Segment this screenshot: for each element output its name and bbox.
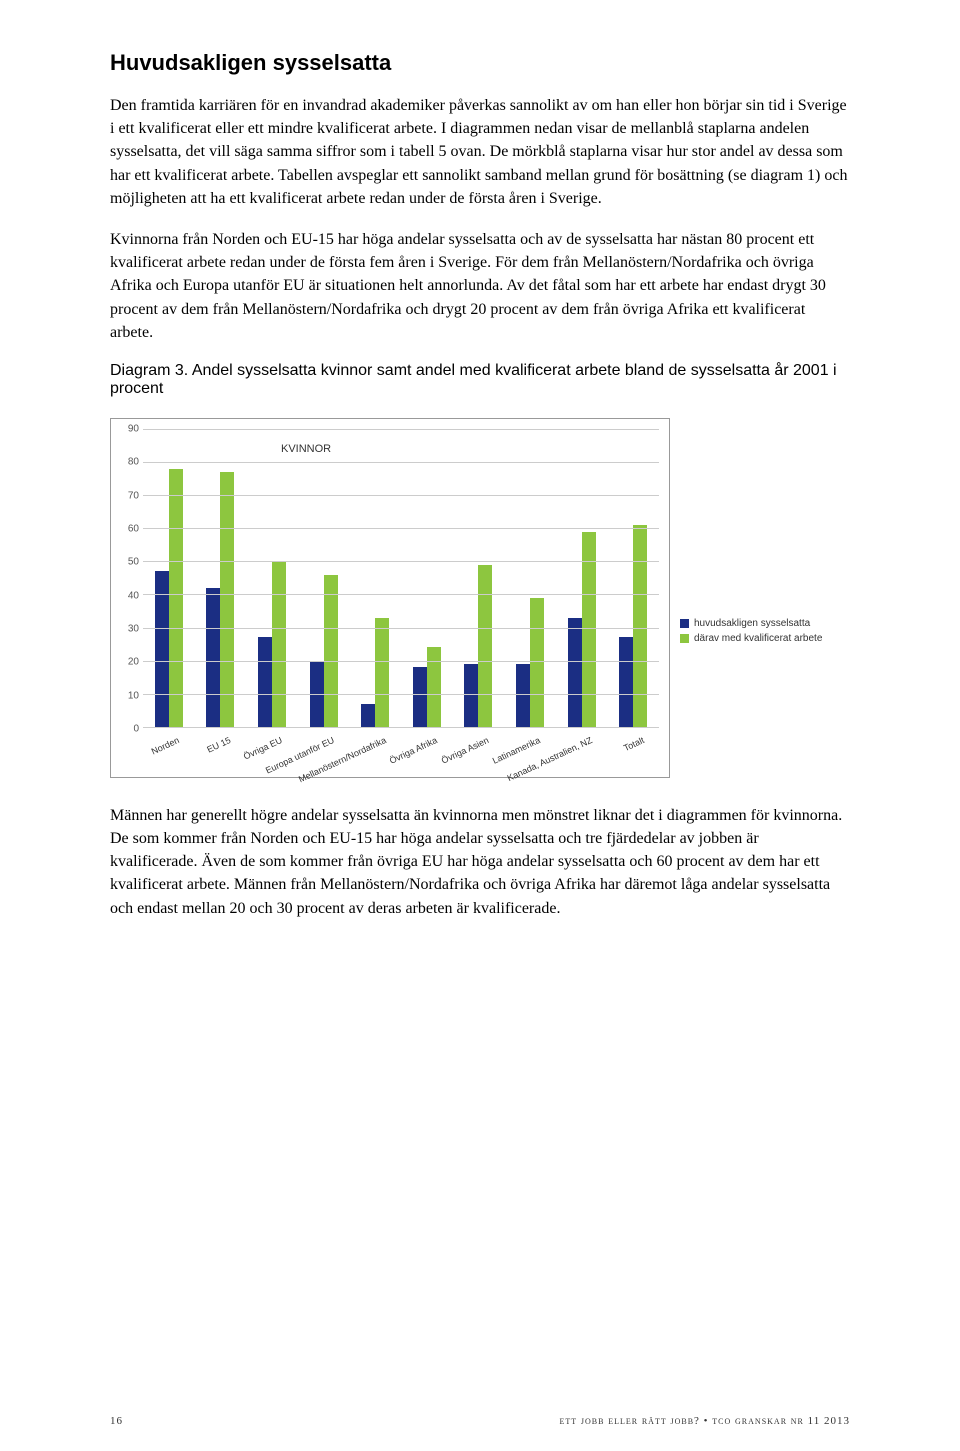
bar: [633, 525, 647, 727]
bar: [324, 575, 338, 727]
y-axis-label: 90: [117, 423, 139, 434]
chart-container: NordenEU 15Övriga EUEuropa utanför EUMel…: [110, 418, 850, 778]
paragraph-3: Männen har generellt högre andelar sysse…: [110, 804, 850, 920]
legend-label: därav med kvalificerat arbete: [694, 633, 822, 644]
y-axis-label: 80: [117, 457, 139, 468]
section-heading: Huvudsakligen sysselsatta: [110, 50, 850, 76]
x-axis-label: Övriga Asien: [440, 735, 490, 766]
gridline: [143, 694, 659, 695]
y-axis-label: 0: [117, 723, 139, 734]
gridline: [143, 495, 659, 496]
bar: [220, 472, 234, 727]
page-number: 16: [110, 1415, 123, 1427]
x-axis-label: Övriga Afrika: [388, 735, 439, 766]
bar: [375, 618, 389, 727]
bar-group: [504, 429, 556, 727]
bar: [464, 664, 478, 727]
bar-group: [453, 429, 505, 727]
x-axis-label: Totalt: [622, 735, 646, 753]
legend-row: huvudsakligen sysselsatta: [680, 618, 822, 629]
bar-group: [401, 429, 453, 727]
bar: [619, 637, 633, 726]
gridline: [143, 594, 659, 595]
bar: [530, 598, 544, 727]
bar: [427, 647, 441, 726]
footer-text: ett jobb eller rätt jobb? • tco granskar…: [559, 1415, 850, 1427]
y-axis-label: 20: [117, 657, 139, 668]
gridline: [143, 528, 659, 529]
bar: [169, 469, 183, 727]
bar: [206, 588, 220, 727]
bar: [478, 565, 492, 727]
bar-group: [246, 429, 298, 727]
y-axis-label: 60: [117, 523, 139, 534]
legend-swatch: [680, 634, 689, 643]
gridline: [143, 462, 659, 463]
bar: [258, 637, 272, 726]
x-axis-label: Kanada, Australien, NZ: [506, 735, 594, 783]
paragraph-1: Den framtida karriären för en invandrad …: [110, 94, 850, 210]
x-axis-label: Övriga EU: [242, 735, 284, 762]
bar-chart: NordenEU 15Övriga EUEuropa utanför EUMel…: [110, 418, 670, 778]
bar: [361, 704, 375, 727]
legend-row: därav med kvalificerat arbete: [680, 633, 822, 644]
x-axis-label: Mellanöstern/Nordafrika: [297, 735, 388, 784]
bar-group: [556, 429, 608, 727]
bar: [516, 664, 530, 727]
y-axis-label: 50: [117, 557, 139, 568]
bar: [568, 618, 582, 727]
bar-group: [195, 429, 247, 727]
bar-group: [607, 429, 659, 727]
y-axis-label: 40: [117, 590, 139, 601]
y-axis-label: 70: [117, 490, 139, 501]
x-axis-label: EU 15: [206, 735, 233, 755]
chart-legend: huvudsakligen sysselsatta därav med kvali…: [680, 618, 822, 648]
legend-swatch: [680, 619, 689, 628]
x-axis-label: Norden: [150, 735, 181, 757]
bar: [272, 561, 286, 727]
bar-group: [349, 429, 401, 727]
y-axis-label: 10: [117, 690, 139, 701]
gridline: [143, 628, 659, 629]
bar: [413, 667, 427, 727]
gridline: [143, 661, 659, 662]
bar-group: [298, 429, 350, 727]
series-label: KVINNOR: [281, 443, 331, 455]
gridline: [143, 727, 659, 728]
page-footer: 16 ett jobb eller rätt jobb? • tco grans…: [110, 1415, 850, 1427]
y-axis-label: 30: [117, 623, 139, 634]
paragraph-2: Kvinnorna från Norden och EU-15 har höga…: [110, 228, 850, 344]
chart-title: Diagram 3. Andel sysselsatta kvinnor sam…: [110, 362, 850, 398]
legend-label: huvudsakligen sysselsatta: [694, 618, 810, 629]
bar-group: [143, 429, 195, 727]
gridline: [143, 429, 659, 430]
gridline: [143, 561, 659, 562]
